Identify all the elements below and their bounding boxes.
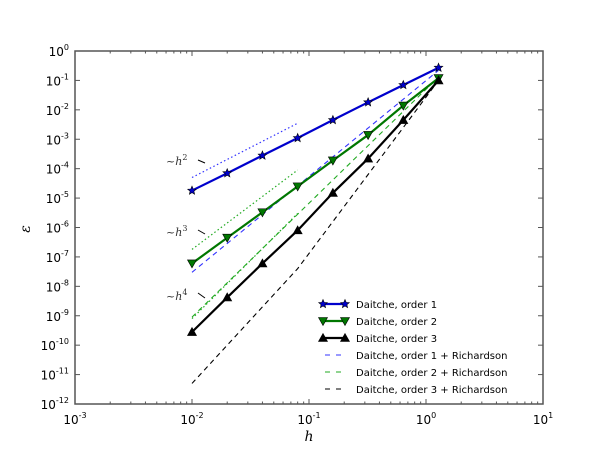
y-tick-label: 10-1 bbox=[46, 72, 69, 88]
x-tick-label: 10-3 bbox=[63, 411, 86, 427]
annotation-h2: ~h2 bbox=[166, 153, 206, 168]
y-tick-label: 100 bbox=[49, 43, 69, 59]
annotation-h3: ~h3 bbox=[166, 224, 206, 239]
legend-item: Daitche, order 1 bbox=[317, 298, 437, 311]
y-tick-label: 10-12 bbox=[41, 396, 69, 412]
series-4 bbox=[191, 69, 439, 273]
y-tick-label: 10-3 bbox=[46, 131, 69, 147]
series-2 bbox=[186, 74, 444, 269]
legend-item: Daitche, order 1 + Richardson bbox=[325, 351, 507, 362]
annotation-h4: ~h4 bbox=[166, 288, 206, 303]
legend-item: Daitche, order 2 bbox=[317, 317, 437, 328]
legend-label: Daitche, order 2 + Richardson bbox=[356, 368, 507, 379]
legend-item: Daitche, order 3 bbox=[317, 332, 437, 345]
legend-label: Daitche, order 3 bbox=[356, 334, 437, 345]
y-tick-label: 10-11 bbox=[41, 367, 69, 383]
y-tick-label: 10-7 bbox=[46, 249, 69, 265]
series-6 bbox=[191, 80, 439, 384]
y-tick-label: 10-6 bbox=[46, 220, 69, 236]
svg-text:~h4: ~h4 bbox=[166, 288, 187, 303]
x-tick-label: 10-2 bbox=[180, 411, 203, 427]
y-tick-label: 10-8 bbox=[46, 278, 69, 294]
reference-line bbox=[191, 122, 298, 179]
legend-label: Daitche, order 3 + Richardson bbox=[356, 385, 507, 396]
legend-label: Daitche, order 1 + Richardson bbox=[356, 351, 507, 362]
series-1 bbox=[186, 62, 444, 195]
legend-item: Daitche, order 3 + Richardson bbox=[325, 385, 507, 396]
y-tick-label: 10-4 bbox=[46, 161, 69, 177]
reference-line bbox=[191, 213, 299, 320]
y-axis-label: ε bbox=[18, 225, 34, 233]
x-axis-label: h bbox=[304, 429, 313, 445]
legend-label: Daitche, order 1 bbox=[356, 300, 437, 311]
tick-labels: 10-3 10-2 10-1 100 101 100 10-1 10-2 10-3 10-4 10-… bbox=[41, 43, 554, 427]
legend: Daitche, order 1 Daitche, order 2 Daitche,… bbox=[317, 298, 507, 396]
legend-item: Daitche, order 2 + Richardson bbox=[325, 368, 507, 379]
svg-text:~h3: ~h3 bbox=[166, 224, 187, 239]
y-tick-label: 10-2 bbox=[46, 102, 69, 118]
axes bbox=[74, 50, 544, 405]
x-tick-label: 101 bbox=[533, 411, 553, 427]
plot-area bbox=[186, 62, 444, 384]
x-tick-label: 10-1 bbox=[297, 411, 320, 427]
x-tick-label: 100 bbox=[416, 411, 436, 427]
svg-text:~h2: ~h2 bbox=[166, 153, 187, 168]
series-3 bbox=[186, 75, 444, 336]
y-tick-label: 10-10 bbox=[41, 337, 69, 353]
y-tick-label: 10-9 bbox=[46, 308, 69, 324]
legend-label: Daitche, order 2 bbox=[356, 317, 437, 328]
y-tick-label: 10-5 bbox=[46, 190, 69, 206]
series-5 bbox=[191, 76, 439, 318]
